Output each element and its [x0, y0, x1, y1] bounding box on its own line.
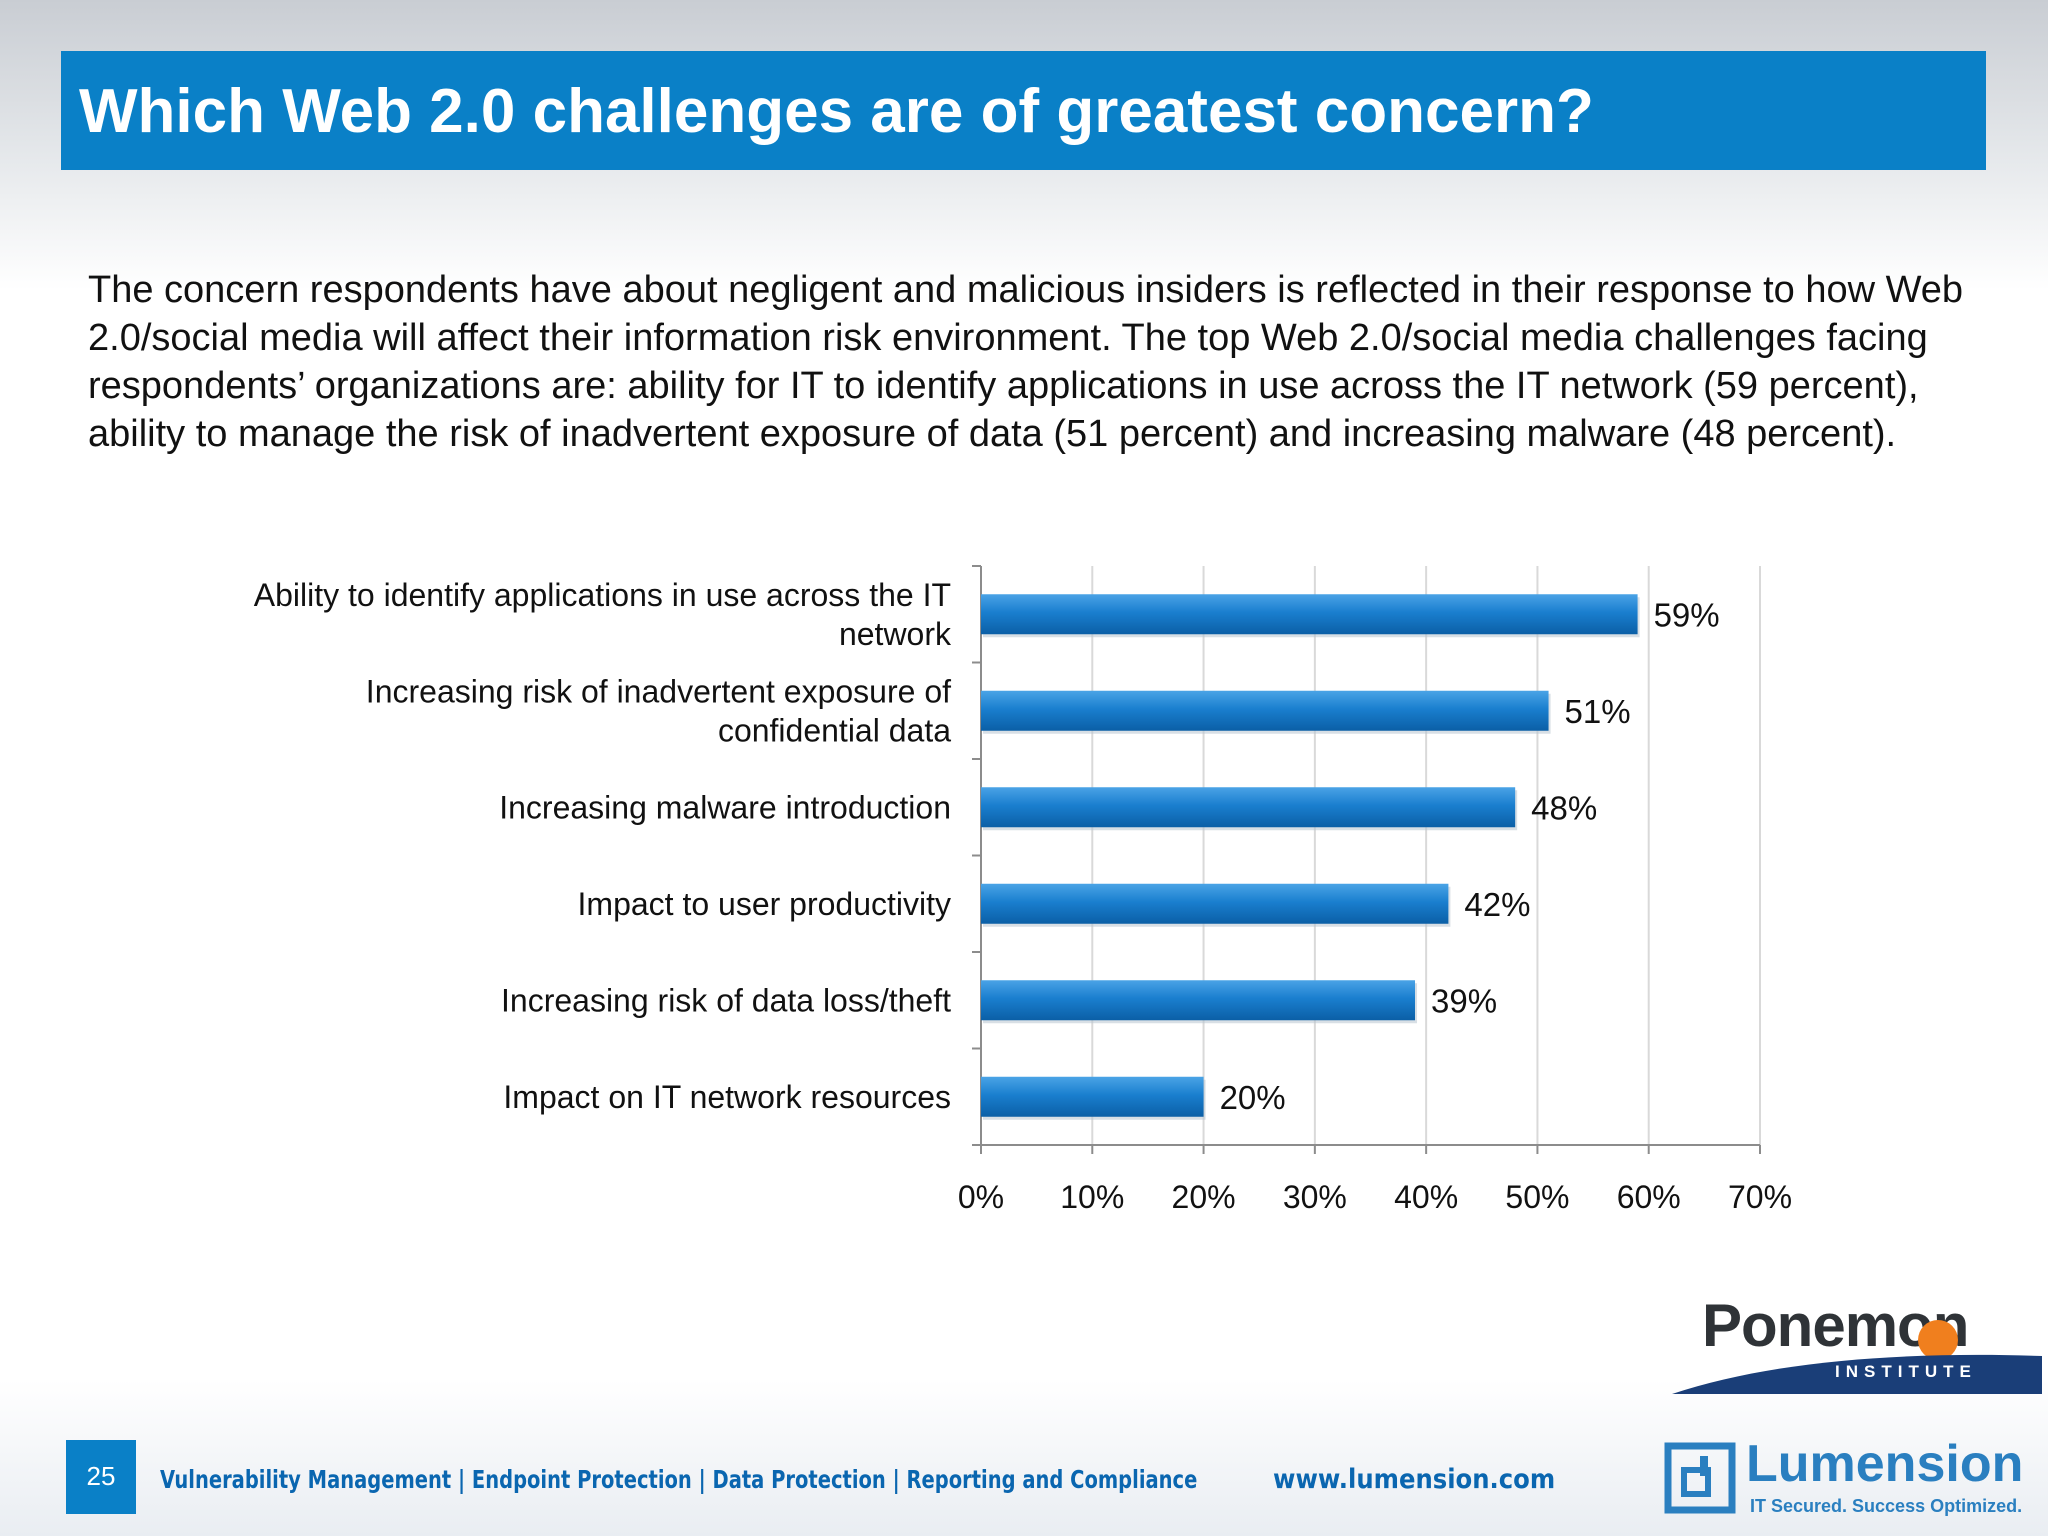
x-tick-label: 0%: [958, 1179, 1004, 1215]
bar-chart: 0% 10% 20% 30% 40% 50% 60% 70% 59% Ability to ide…: [254, 565, 1792, 1215]
category-label: Impact on IT network resources: [503, 1079, 951, 1115]
category-label: network: [839, 616, 952, 652]
bar: [981, 787, 1516, 828]
ponemon-swoosh-icon: [1672, 1354, 2042, 1394]
category-label: Impact to user productivity: [578, 886, 951, 922]
title-bar: Which Web 2.0 challenges are of greatest…: [61, 51, 1986, 170]
bar: [981, 690, 1549, 731]
lumension-mark-icon: [1664, 1442, 1736, 1514]
x-tick-label: 50%: [1505, 1179, 1569, 1215]
x-tick-label: 40%: [1394, 1179, 1458, 1215]
bar-value-label: 42%: [1464, 886, 1530, 923]
bar-value-label: 39%: [1431, 982, 1497, 1019]
ponemon-institute-text: INSTITUTE: [1835, 1362, 1977, 1381]
bar-value-label: 48%: [1531, 789, 1597, 826]
lumension-tagline: IT Secured. Success Optimized.: [1750, 1496, 2023, 1516]
lumension-logo: Lumension IT Secured. Success Optimized.: [1664, 1435, 2044, 1530]
lumension-logo-text: Lumension: [1746, 1435, 2024, 1493]
bar: [981, 980, 1416, 1021]
slide-title: Which Web 2.0 challenges are of greatest…: [79, 77, 1594, 146]
page-number: 25: [66, 1440, 136, 1514]
bar-value-label: 20%: [1220, 1079, 1286, 1116]
footer-url[interactable]: www.lumension.com: [1273, 1464, 1556, 1495]
bar: [981, 594, 1638, 635]
ponemon-orange-dot: [1918, 1320, 1958, 1360]
category-label: Increasing malware introduction: [499, 789, 951, 825]
x-tick-label: 10%: [1060, 1179, 1124, 1215]
bar: [981, 1076, 1204, 1117]
x-tick-label: 30%: [1283, 1179, 1347, 1215]
category-label: Increasing risk of inadvertent exposure …: [366, 673, 951, 709]
category-label: Increasing risk of data loss/theft: [501, 982, 951, 1018]
intro-paragraph: The concern respondents have about negli…: [88, 269, 1964, 455]
x-tick-label: 70%: [1728, 1179, 1792, 1215]
bar-value-label: 59%: [1654, 596, 1720, 633]
x-tick-label: 60%: [1617, 1179, 1681, 1215]
ponemon-logo: Ponemon INSTITUTE: [1670, 1296, 2042, 1396]
category-label: confidential data: [718, 712, 951, 748]
bar-value-label: 51%: [1565, 693, 1631, 730]
x-tick-label: 20%: [1172, 1179, 1236, 1215]
bar: [981, 883, 1449, 924]
category-label: Ability to identify applications in use …: [254, 577, 951, 613]
footer-nav: Vulnerability Management | Endpoint Prot…: [160, 1465, 1198, 1494]
